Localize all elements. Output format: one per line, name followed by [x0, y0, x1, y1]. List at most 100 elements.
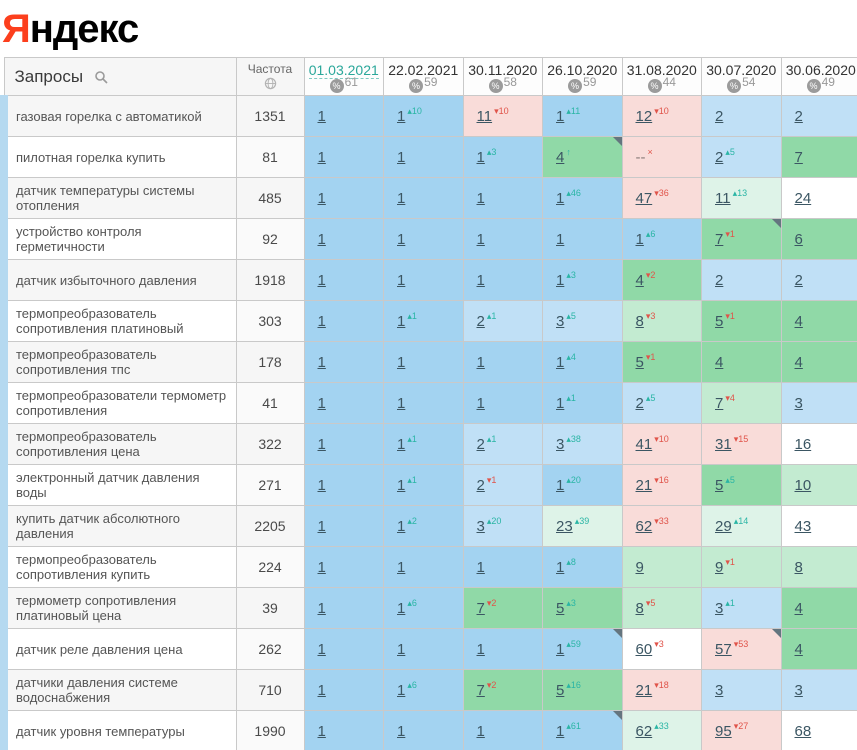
position-link[interactable]: 1: [317, 599, 326, 617]
position-link[interactable]: 1: [476, 230, 485, 248]
position-link[interactable]: 1: [476, 353, 485, 371]
position-link[interactable]: 3: [556, 436, 565, 453]
position-link[interactable]: 2: [794, 107, 803, 125]
position-link[interactable]: 1: [476, 149, 485, 166]
position-link[interactable]: 1: [556, 230, 565, 248]
position-link[interactable]: 2: [476, 313, 485, 330]
position-link[interactable]: 1: [556, 559, 565, 576]
position-link[interactable]: 1: [317, 107, 326, 125]
position-link[interactable]: 1: [317, 517, 326, 535]
date-link[interactable]: 30.11.2020: [468, 61, 538, 78]
position-link[interactable]: 1: [476, 722, 485, 740]
date-link[interactable]: 31.08.2020: [626, 61, 697, 78]
date-link[interactable]: 01.03.2021: [308, 61, 379, 79]
position-link[interactable]: 1: [317, 230, 326, 248]
position-link[interactable]: 1: [635, 231, 644, 248]
position-link[interactable]: 1: [397, 189, 406, 207]
position-link[interactable]: 5: [556, 600, 565, 617]
position-link[interactable]: 9: [715, 559, 724, 576]
position-link[interactable]: 41: [635, 436, 653, 453]
position-link[interactable]: 2: [794, 271, 803, 289]
position-link[interactable]: 1: [397, 108, 406, 125]
position-link[interactable]: 11: [715, 190, 731, 207]
position-link[interactable]: 21: [635, 477, 653, 494]
position-link[interactable]: 57: [715, 641, 732, 658]
position-link[interactable]: 1: [317, 640, 326, 658]
position-link[interactable]: 1: [556, 477, 565, 494]
position-link[interactable]: 4: [794, 640, 803, 658]
position-link[interactable]: 3: [556, 313, 565, 330]
globe-icon[interactable]: [264, 77, 277, 90]
position-link[interactable]: 2: [715, 271, 724, 289]
position-link[interactable]: 1: [317, 394, 326, 412]
position-link[interactable]: 1: [476, 558, 485, 576]
position-link[interactable]: 1: [317, 476, 326, 494]
position-link[interactable]: 7: [476, 600, 485, 617]
position-link[interactable]: 11: [476, 108, 493, 125]
date-link[interactable]: 30.07.2020: [706, 61, 777, 78]
position-link[interactable]: 4: [794, 353, 803, 371]
position-link[interactable]: 95: [715, 723, 732, 740]
position-link[interactable]: 4: [635, 272, 644, 289]
position-link[interactable]: 8: [635, 600, 644, 617]
position-link[interactable]: 7: [476, 682, 485, 699]
position-link[interactable]: 43: [794, 517, 812, 535]
position-link[interactable]: 1: [317, 353, 326, 371]
position-link[interactable]: 1: [556, 108, 565, 125]
position-link[interactable]: 1: [317, 189, 326, 207]
position-link[interactable]: 4: [556, 149, 565, 166]
position-link[interactable]: 1: [397, 558, 406, 576]
position-link[interactable]: 3: [794, 681, 803, 699]
position-link[interactable]: 9: [635, 558, 644, 576]
position-link[interactable]: 1: [476, 189, 485, 207]
date-link[interactable]: 22.02.2021: [388, 61, 459, 78]
position-link[interactable]: 1: [476, 271, 485, 289]
position-link[interactable]: 6: [794, 230, 803, 248]
position-link[interactable]: 1: [317, 435, 326, 453]
position-link[interactable]: 2: [635, 395, 644, 412]
position-link[interactable]: 1: [397, 640, 406, 658]
position-link[interactable]: 7: [715, 231, 724, 248]
position-link[interactable]: 4: [715, 353, 724, 371]
position-link[interactable]: 5: [635, 354, 644, 371]
position-link[interactable]: 3: [715, 681, 724, 699]
position-link[interactable]: 3: [794, 394, 803, 412]
position-link[interactable]: 23: [556, 518, 573, 535]
position-link[interactable]: 1: [317, 148, 326, 166]
position-link[interactable]: 1: [397, 394, 406, 412]
position-link[interactable]: 5: [715, 313, 724, 330]
position-link[interactable]: 1: [397, 313, 406, 330]
position-link[interactable]: 1: [556, 395, 565, 412]
position-link[interactable]: 1: [397, 518, 406, 535]
position-link[interactable]: 1: [397, 600, 406, 617]
position-link[interactable]: 1: [397, 271, 406, 289]
position-link[interactable]: 1: [556, 723, 565, 740]
position-link[interactable]: 1: [397, 230, 406, 248]
position-link[interactable]: 1: [556, 641, 565, 658]
position-link[interactable]: 12: [635, 108, 653, 125]
position-link[interactable]: 2: [476, 436, 485, 453]
date-link[interactable]: 30.06.2020: [785, 61, 856, 78]
search-icon[interactable]: [94, 70, 108, 84]
position-link[interactable]: 2: [715, 107, 724, 125]
position-link[interactable]: 68: [794, 722, 812, 740]
position-link[interactable]: 1: [317, 681, 326, 699]
position-link[interactable]: 21: [635, 682, 653, 699]
position-link[interactable]: 1: [317, 312, 326, 330]
position-link[interactable]: 3: [715, 600, 724, 617]
position-link[interactable]: 8: [635, 313, 644, 330]
position-link[interactable]: 1: [397, 353, 406, 371]
position-link[interactable]: 5: [556, 682, 565, 699]
position-link[interactable]: 47: [635, 190, 653, 207]
position-link[interactable]: 1: [317, 558, 326, 576]
position-link[interactable]: 3: [476, 518, 485, 535]
position-link[interactable]: 24: [794, 189, 812, 207]
position-link[interactable]: 62: [635, 723, 653, 740]
position-link[interactable]: 60: [635, 641, 653, 658]
position-link[interactable]: 1: [556, 354, 565, 371]
position-link[interactable]: 1: [556, 190, 565, 207]
position-link[interactable]: 4: [794, 312, 803, 330]
position-link[interactable]: 8: [794, 558, 803, 576]
position-link[interactable]: 29: [715, 518, 732, 535]
position-link[interactable]: 1: [397, 148, 406, 166]
